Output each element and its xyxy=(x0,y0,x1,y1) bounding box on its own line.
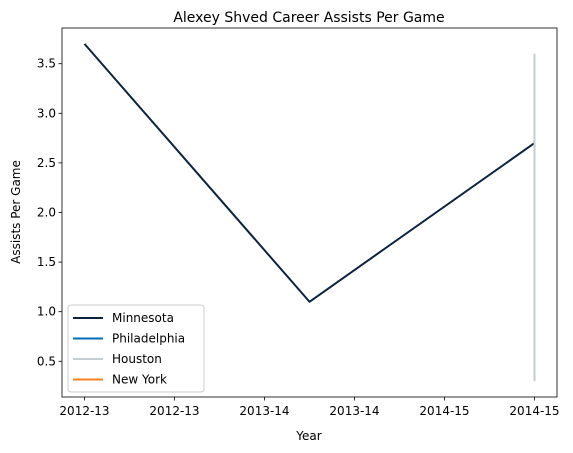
legend-box xyxy=(67,304,205,393)
x-tick-label: 2012-13 xyxy=(59,404,109,418)
plot-area xyxy=(83,43,536,382)
y-tick-label: 2.5 xyxy=(37,156,56,170)
y-tick-label: 2.0 xyxy=(37,206,56,220)
legend-entry: Minnesota xyxy=(112,311,174,325)
x-tick-label: 2013-14 xyxy=(239,404,289,418)
legend-entry: New York xyxy=(112,373,167,387)
y-tick-label: 1.5 xyxy=(37,255,56,269)
x-axis-label: Year xyxy=(295,429,321,443)
y-axis: 0.5 1.0 1.5 2.0 2.5 3.0 3.5 xyxy=(37,57,62,368)
y-tick-label: 1.0 xyxy=(37,305,56,319)
y-tick-label: 3.0 xyxy=(37,106,56,120)
legend-entry: Houston xyxy=(112,352,162,366)
legend: Minnesota Philadelphia Houston New York xyxy=(67,304,205,393)
series-line-minnesota xyxy=(83,43,536,303)
x-tick-label: 2013-14 xyxy=(329,404,379,418)
chart-title: Alexey Shved Career Assists Per Game xyxy=(173,10,444,26)
y-tick-label: 0.5 xyxy=(37,354,56,368)
legend-entry: Philadelphia xyxy=(112,332,185,346)
y-axis-label: Assists Per Game xyxy=(9,160,23,264)
x-axis: 2012-13 2012-13 2013-14 2013-14 2014-15 2014-… xyxy=(59,397,560,418)
x-tick-label: 2012-13 xyxy=(149,404,199,418)
x-tick-label: 2014-15 xyxy=(509,404,559,418)
y-tick-label: 3.5 xyxy=(37,57,56,71)
x-tick-label: 2014-15 xyxy=(419,404,469,418)
